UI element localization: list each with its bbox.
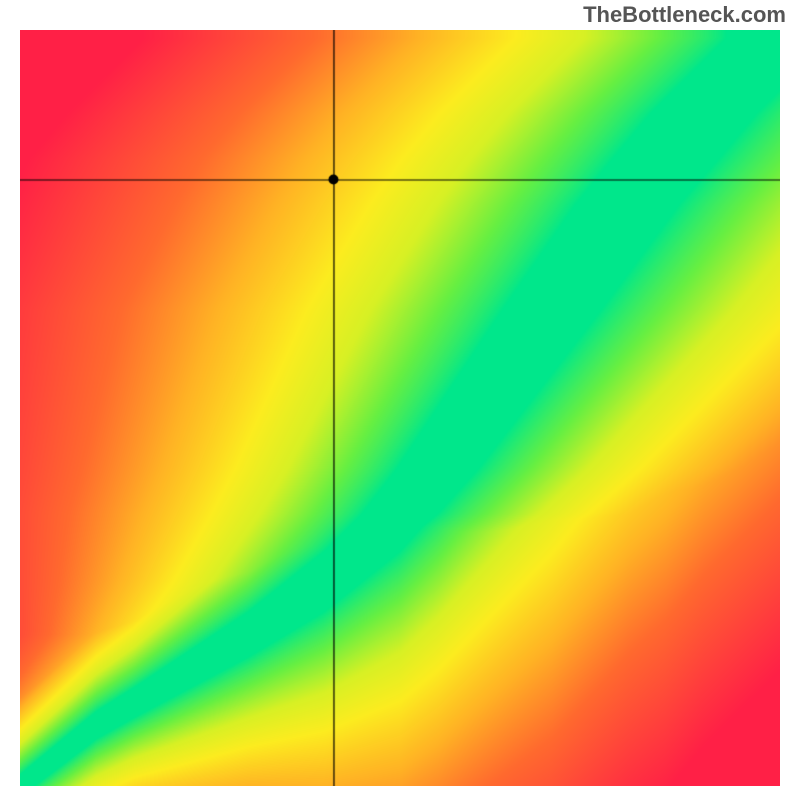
bottleneck-heatmap xyxy=(20,30,780,786)
attribution-text: TheBottleneck.com xyxy=(583,2,786,28)
chart-container: TheBottleneck.com xyxy=(0,0,800,800)
